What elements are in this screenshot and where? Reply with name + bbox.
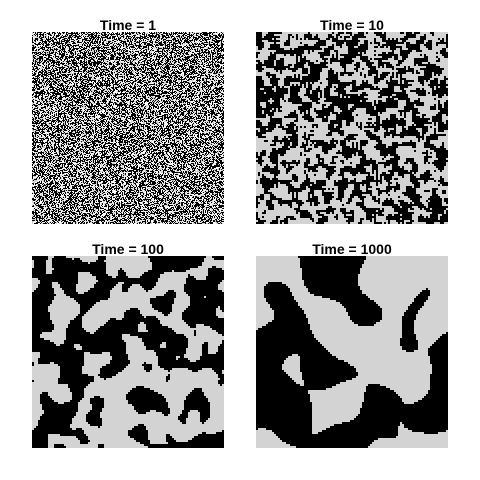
panel-title: Time = 1 [99, 17, 157, 33]
panel-title: Time = 1000 [312, 241, 392, 257]
pattern-image [256, 256, 448, 448]
pattern-image [32, 32, 224, 224]
panel-title: Time = 100 [92, 241, 164, 257]
pattern-image [256, 32, 448, 224]
pattern-image [32, 256, 224, 448]
panel-title: Time = 10 [320, 17, 384, 33]
